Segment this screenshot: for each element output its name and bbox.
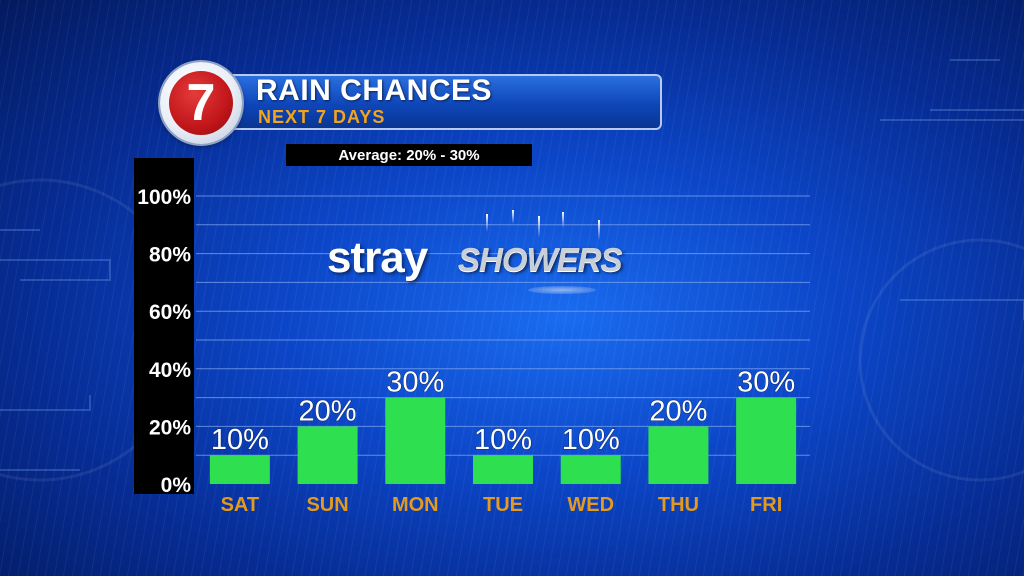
channel-7-logo: 7	[160, 62, 242, 144]
logo-number: 7	[169, 71, 233, 135]
x-tick-label: TUE	[483, 494, 523, 516]
x-tick-label: THU	[658, 494, 699, 516]
bar-sun	[297, 426, 358, 484]
bar-thu	[648, 426, 709, 484]
y-tick-label: 60%	[149, 301, 191, 324]
bar-fri	[736, 397, 797, 484]
bar-value-label: 10%	[211, 424, 269, 456]
stray-text: stray	[327, 233, 428, 282]
y-tick-label: 80%	[149, 244, 191, 267]
bar-wed	[560, 455, 621, 484]
header-bar	[200, 74, 662, 130]
bar-sat	[209, 455, 270, 484]
bar-value-label: 20%	[649, 395, 707, 427]
bar-value-label: 20%	[299, 395, 357, 427]
y-tick-label: 40%	[149, 359, 191, 382]
x-tick-label: SAT	[221, 494, 260, 516]
drip-decoration	[512, 210, 514, 224]
average-box: Average: 20% - 30%	[286, 144, 532, 166]
puddle-decoration	[528, 286, 596, 294]
bar-tue	[473, 455, 533, 484]
x-tick-label: FRI	[750, 494, 782, 516]
x-tick-label: SUN	[306, 494, 348, 516]
bar-value-label: 30%	[386, 367, 444, 399]
page-subtitle: NEXT 7 DAYS	[258, 107, 386, 127]
x-tick-label: MON	[392, 494, 439, 516]
bar-value-label: 10%	[562, 424, 620, 456]
y-tick-label: 0%	[161, 474, 192, 497]
y-axis-panel	[134, 158, 194, 494]
bar-mon	[385, 397, 446, 484]
drip-decoration	[538, 216, 540, 238]
showers-text: SHOWERS	[458, 241, 623, 278]
x-tick-label: WED	[567, 494, 614, 516]
y-tick-label: 100%	[137, 186, 191, 209]
bar-value-label: 10%	[474, 424, 532, 456]
page-title: RAIN CHANCES	[256, 74, 493, 107]
drip-decoration	[562, 212, 564, 228]
drip-decoration	[486, 214, 488, 232]
bar-value-label: 30%	[737, 367, 795, 399]
y-tick-label: 20%	[149, 416, 191, 439]
drip-decoration	[598, 220, 600, 240]
